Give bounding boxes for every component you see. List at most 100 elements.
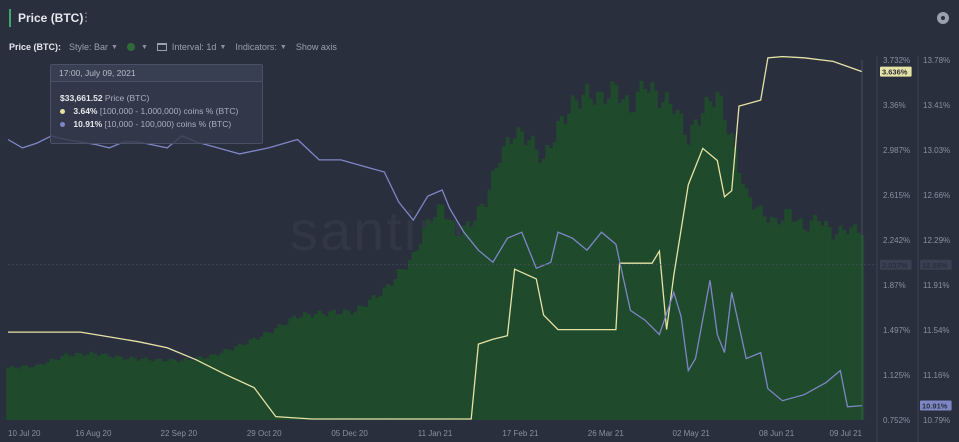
x-tick-label: 02 May 21 bbox=[673, 429, 711, 438]
chart-title-tab[interactable]: Price (BTC) bbox=[9, 9, 83, 27]
style-dropdown[interactable]: Style: Bar ▼ bbox=[69, 42, 118, 52]
indicators-dropdown[interactable]: Indicators: ▼ bbox=[235, 42, 286, 52]
price-bar bbox=[454, 235, 459, 420]
price-bar bbox=[42, 364, 47, 420]
show-axis-button[interactable]: Show axis bbox=[296, 42, 337, 52]
price-bar bbox=[64, 353, 69, 420]
price-bar bbox=[288, 318, 293, 420]
chart-canvas[interactable]: 3.732% 3.36% 2.987% 2.615% 2.242% 1.87% 1.497%… bbox=[0, 56, 959, 442]
x-tick-label: 10 Jul 20 bbox=[8, 429, 41, 438]
price-bar bbox=[838, 225, 843, 420]
tooltip-date: 17:00, July 09, 2021 bbox=[51, 65, 262, 82]
price-bar bbox=[237, 343, 242, 420]
price-bar bbox=[165, 361, 170, 420]
y-left-tick-label: 1.497% bbox=[883, 326, 910, 335]
price-bar bbox=[82, 355, 87, 420]
y-right-tick-label: 11.91% bbox=[923, 281, 950, 290]
color-picker[interactable]: ▼ bbox=[126, 43, 148, 51]
price-bar bbox=[299, 317, 304, 420]
price-bar bbox=[686, 144, 691, 420]
price-bar bbox=[24, 365, 29, 420]
series2-dot-icon bbox=[60, 122, 65, 128]
price-bar bbox=[458, 236, 463, 420]
price-bar bbox=[331, 309, 336, 420]
price-bar bbox=[628, 112, 633, 421]
price-bar bbox=[56, 359, 61, 420]
y-left-tick-label: 0.752% bbox=[883, 416, 910, 425]
price-bar bbox=[729, 132, 734, 421]
price-bar bbox=[234, 346, 239, 420]
price-bar bbox=[679, 113, 684, 420]
interval-dropdown[interactable]: Interval: 1d ▼ bbox=[156, 42, 227, 52]
chevron-down-icon: ▼ bbox=[111, 43, 118, 51]
price-bar bbox=[208, 354, 213, 420]
price-bar bbox=[577, 108, 582, 420]
price-bar bbox=[35, 364, 40, 420]
y-left-tick-label: 2.987% bbox=[883, 146, 910, 155]
price-bar bbox=[740, 183, 745, 420]
price-bar bbox=[259, 336, 264, 420]
price-bar bbox=[382, 287, 387, 420]
price-bar bbox=[353, 311, 358, 420]
price-bar bbox=[769, 216, 774, 420]
more-options-icon[interactable]: ⋮ bbox=[80, 10, 92, 24]
tooltip-row-series2: 10.91% [10,000 - 100,000) coins % (BTC) bbox=[60, 119, 231, 129]
price-bar bbox=[216, 355, 221, 420]
price-bar bbox=[570, 95, 575, 420]
price-bar bbox=[748, 197, 753, 420]
price-bar bbox=[339, 314, 344, 420]
price-bar bbox=[845, 234, 850, 420]
show-axis-label: Show axis bbox=[295, 42, 337, 52]
price-bar bbox=[277, 323, 282, 420]
price-bar bbox=[487, 189, 492, 420]
price-bar bbox=[411, 252, 416, 420]
price-bar bbox=[668, 103, 673, 420]
price-bar bbox=[53, 359, 58, 420]
price-bar bbox=[248, 339, 253, 420]
price-bar bbox=[505, 136, 510, 420]
price-bar bbox=[46, 362, 51, 420]
price-bar bbox=[733, 147, 738, 420]
price-bar bbox=[306, 313, 311, 420]
price-bar bbox=[140, 358, 145, 420]
x-tick-label: 29 Oct 20 bbox=[247, 429, 282, 438]
price-bar bbox=[197, 356, 202, 420]
indicators-label: Indicators: bbox=[235, 42, 277, 52]
price-bar bbox=[802, 229, 807, 420]
tooltip-series2-value: 10.91% bbox=[73, 119, 103, 129]
price-bar bbox=[324, 315, 329, 420]
price-bar bbox=[295, 318, 300, 420]
price-bar bbox=[650, 82, 655, 421]
price-bar bbox=[567, 113, 572, 420]
last-value-tag-10k-100k: 10.91% bbox=[922, 402, 948, 411]
chevron-down-icon: ▼ bbox=[219, 43, 227, 51]
price-bar bbox=[682, 134, 687, 420]
price-bar bbox=[150, 361, 155, 420]
tooltip-row-price: $33,661.52 Price (BTC) bbox=[60, 93, 149, 103]
price-bar bbox=[509, 143, 514, 420]
price-bar bbox=[281, 325, 286, 420]
price-bar bbox=[809, 220, 814, 420]
chart-tooltip: 17:00, July 09, 2021 $33,661.52 Price (B… bbox=[50, 64, 263, 144]
price-bar bbox=[661, 102, 666, 420]
y-left-tick-label: 1.125% bbox=[883, 371, 910, 380]
price-bar bbox=[415, 250, 420, 420]
price-bar bbox=[690, 124, 695, 420]
price-bar bbox=[129, 356, 134, 420]
price-bar bbox=[780, 220, 785, 420]
price-bar bbox=[393, 279, 398, 420]
price-bar bbox=[389, 285, 394, 420]
price-bar bbox=[711, 107, 716, 420]
close-icon[interactable] bbox=[937, 12, 949, 24]
price-bar bbox=[693, 119, 698, 420]
price-bar bbox=[621, 99, 626, 420]
y-left-tick-label: 1.87% bbox=[883, 281, 906, 290]
x-tick-label: 16 Aug 20 bbox=[75, 429, 112, 438]
price-bar bbox=[172, 359, 177, 420]
chevron-down-icon: ▼ bbox=[140, 43, 148, 51]
price-bar bbox=[516, 127, 521, 420]
price-bar bbox=[824, 221, 829, 420]
price-bar bbox=[27, 367, 32, 420]
price-bar bbox=[310, 317, 315, 420]
price-bar bbox=[831, 239, 836, 420]
